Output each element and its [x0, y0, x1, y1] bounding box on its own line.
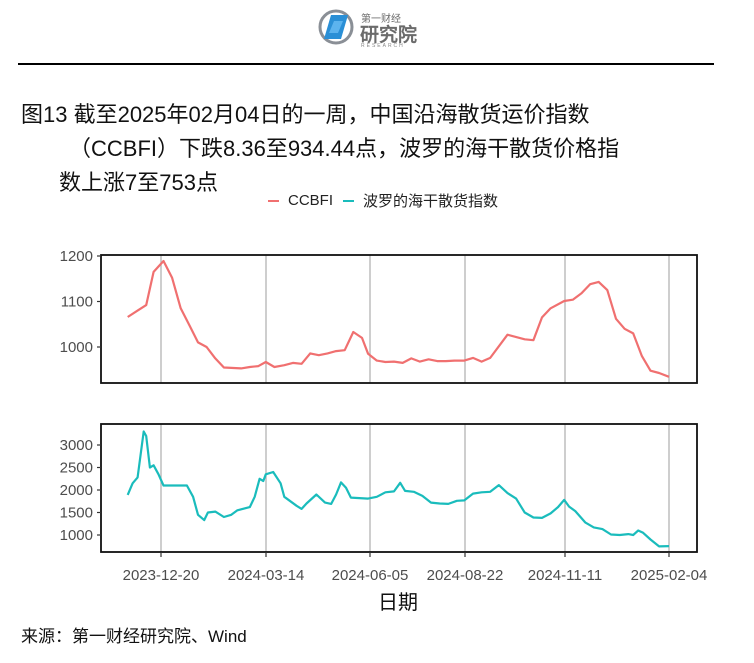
- figure-title-line-2: （CCBFI）下跌8.36至934.44点，波罗的海干散货价格指: [69, 136, 620, 161]
- x-tick-label: 2024-06-05: [332, 567, 409, 584]
- legend-item-bdi: 波罗的海干散货指数: [343, 190, 498, 211]
- x-tick-label: 2024-08-22: [427, 567, 504, 584]
- logo-small-text: 第一财经: [361, 14, 401, 25]
- panel-frame: [100, 254, 698, 384]
- research-institute-logo: 第一财经 研究院 RESEARCH: [318, 6, 438, 52]
- x-tick-label: 2025-02-04: [631, 567, 708, 584]
- x-tick-label: 2024-03-14: [228, 567, 305, 584]
- y-tick-label: 1100: [61, 294, 93, 311]
- bdi-panel: 1000 1500 2000 2500 3000: [60, 423, 698, 553]
- y-tick-label: 1200: [60, 248, 93, 265]
- legend-swatch-bdi: [343, 199, 354, 202]
- legend-item-ccbfi: CCBFI: [268, 192, 333, 209]
- figure-title: 图13 截至2025年02月04日的一周，中国沿海散货运价指数 （CCBFI）下…: [21, 98, 619, 200]
- x-tick-label: 2024-11-11: [528, 567, 603, 584]
- y-tick-label: 3000: [60, 437, 93, 454]
- figure-title-line-3: 数上涨7至753点: [59, 170, 218, 195]
- legend-swatch-ccbfi: [268, 199, 279, 202]
- source-note: 来源：第一财经研究院、Wind: [21, 627, 247, 646]
- header-divider: [18, 63, 714, 65]
- y-tick-label: 2000: [60, 482, 93, 499]
- logo-big-text: 研究院: [360, 25, 418, 46]
- y-tick-label: 2500: [60, 460, 93, 477]
- bdi-line: [126, 430, 670, 548]
- x-axis-label: 日期: [378, 592, 418, 614]
- y-tick-label: 1000: [60, 339, 93, 356]
- x-tick-label: 2023-12-20: [123, 567, 200, 584]
- ccbfi-line: [127, 259, 670, 378]
- legend-label-ccbfi: CCBFI: [288, 192, 333, 209]
- figure-title-line-1: 图13 截至2025年02月04日的一周，中国沿海散货运价指数: [21, 102, 590, 127]
- y-tick-label: 1000: [60, 527, 93, 544]
- ccbfi-panel: 1000 1100 1200: [60, 248, 698, 384]
- panel-frame: [100, 423, 698, 553]
- diamond-in-circle-logo-icon: [318, 9, 354, 45]
- x-axis: 2023-12-20 2024-03-14 2024-06-05 2024-08-22…: [123, 552, 708, 584]
- chart-legend: CCBFI 波罗的海干散货指数: [268, 190, 502, 211]
- y-tick-label: 1500: [60, 505, 93, 522]
- logo-en-text: RESEARCH: [361, 43, 405, 49]
- legend-label-bdi: 波罗的海干散货指数: [363, 193, 499, 210]
